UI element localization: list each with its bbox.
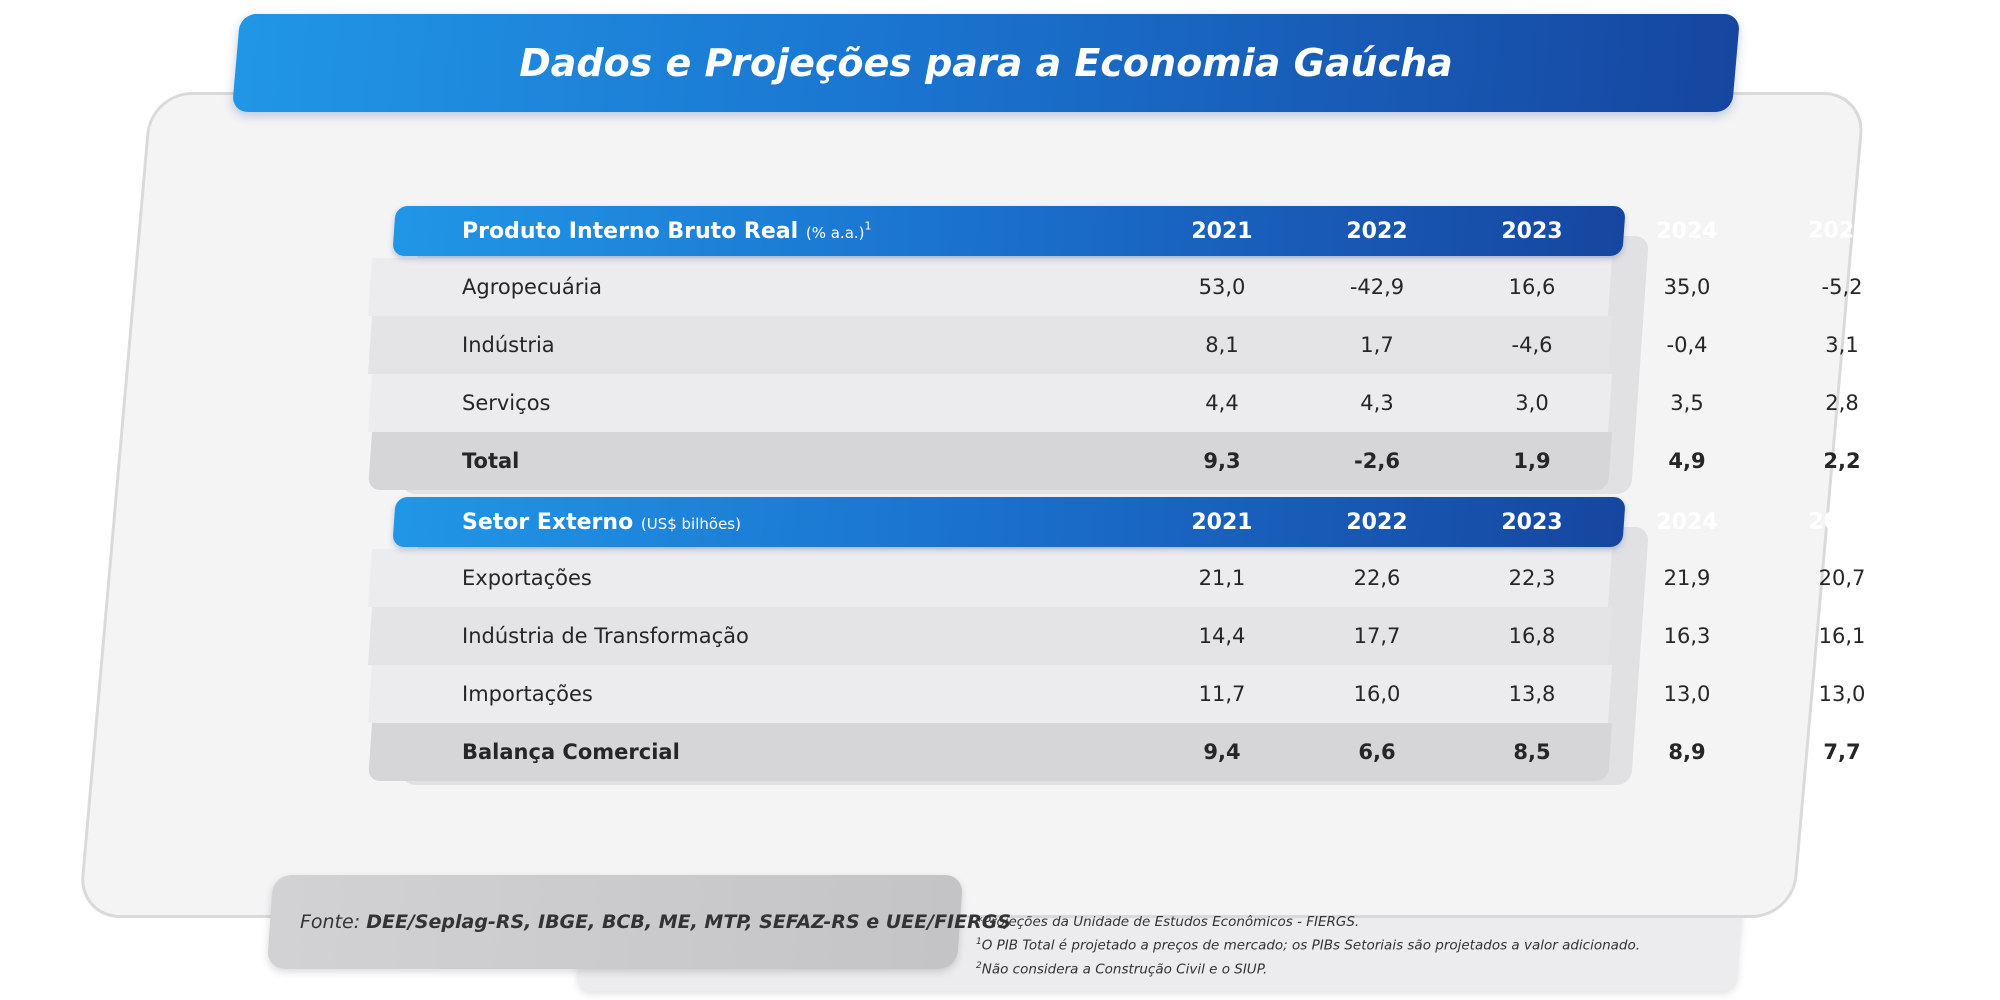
year-header: 2025* <box>1808 509 1876 535</box>
external-table-header: Setor Externo (US$ bilhões) 2021 2022 20… <box>370 497 1876 547</box>
cell-value: 8,1 <box>1205 333 1239 357</box>
cell-value: 22,3 <box>1508 566 1556 590</box>
year-header: 2022 <box>1346 218 1408 244</box>
cell-value: 16,6 <box>1508 275 1556 299</box>
cell-value: 4,3 <box>1360 391 1394 415</box>
source-prefix: Fonte: <box>300 911 361 933</box>
cell-value: 8,5 <box>1513 740 1551 764</box>
pib-table: Produto Interno Bruto Real (% a.a.)1 202… <box>367 206 1876 496</box>
year-header: 2023 <box>1501 218 1563 244</box>
cell-value: 8,9 <box>1668 740 1706 764</box>
year-header: 2023 <box>1501 509 1563 535</box>
cell-value: 3,1 <box>1825 333 1859 357</box>
cell-value: 1,7 <box>1360 333 1394 357</box>
row-label: Indústria <box>462 333 555 357</box>
cell-value: 11,7 <box>1198 682 1246 706</box>
year-header: 2021 <box>1191 509 1253 535</box>
cell-value: 2,8 <box>1825 391 1859 415</box>
cell-value: 13,0 <box>1663 682 1711 706</box>
year-header: 2024 <box>1656 509 1718 535</box>
cell-value: -2,6 <box>1354 449 1400 473</box>
footnote-projection: *Projeções da Unidade de Estudos Econômi… <box>976 914 1360 930</box>
year-header: 2022 <box>1346 509 1408 535</box>
table-row: Serviços 4,4 4,3 3,0 3,5 2,8 <box>370 374 1859 432</box>
row-label: Importações <box>462 682 593 706</box>
cell-value: 35,0 <box>1663 275 1711 299</box>
cell-value: -42,9 <box>1349 275 1405 299</box>
row-label: Agropecuária <box>462 275 603 299</box>
cell-value: 4,9 <box>1668 449 1706 473</box>
cell-value: 17,7 <box>1353 624 1401 648</box>
cell-value: 1,9 <box>1513 449 1551 473</box>
cell-value: 22,6 <box>1353 566 1401 590</box>
cell-value: -0,4 <box>1666 333 1708 357</box>
cell-value: 7,7 <box>1823 740 1861 764</box>
cell-value: 16,8 <box>1508 624 1556 648</box>
page-title: Dados e Projeções para a Economia Gaúcha <box>519 41 1453 85</box>
cell-value: 13,8 <box>1508 682 1556 706</box>
row-label: Indústria de Transformação <box>462 624 749 648</box>
cell-value: 53,0 <box>1198 275 1246 299</box>
table-row: Indústria 8,1 1,7 -4,6 -0,4 3,1 <box>370 316 1859 374</box>
source-text: Fonte: DEE/Seplag-RS, IBGE, BCB, ME, MTP… <box>300 875 1011 969</box>
pib-table-header: Produto Interno Bruto Real (% a.a.)1 202… <box>370 206 1876 256</box>
year-header: 2024 <box>1656 218 1718 244</box>
cell-value: 14,4 <box>1198 624 1246 648</box>
cell-value: 3,0 <box>1515 391 1549 415</box>
cell-value: 20,7 <box>1818 566 1866 590</box>
row-label: Serviços <box>462 391 551 415</box>
footnote-1: 1O PIB Total é projetado a preços de mer… <box>976 937 1641 954</box>
cell-value: 6,6 <box>1358 740 1396 764</box>
cell-value: 13,0 <box>1818 682 1866 706</box>
footnotes: *Projeções da Unidade de Estudos Econômi… <box>976 912 1640 979</box>
cell-value: 16,1 <box>1818 624 1866 648</box>
cell-value: 16,0 <box>1353 682 1401 706</box>
table-row: Importações 11,7 16,0 13,8 13,0 13,0 <box>370 665 1865 723</box>
row-label: Balança Comercial <box>462 740 680 764</box>
cell-value: 3,5 <box>1670 391 1704 415</box>
cell-value: 4,4 <box>1205 391 1239 415</box>
external-table-title: Setor Externo (US$ bilhões) <box>462 509 741 535</box>
table-row: Exportações 21,1 22,6 22,3 21,9 20,7 <box>370 549 1865 607</box>
year-header: 2025* <box>1808 218 1876 244</box>
table-row: Indústria de Transformação 14,4 17,7 16,… <box>370 607 1865 665</box>
footnote-2: 2Não considera a Construção Civil e o SI… <box>976 960 1268 978</box>
cell-value: 2,2 <box>1823 449 1861 473</box>
row-label: Total <box>462 449 520 473</box>
cell-value: -4,6 <box>1511 333 1553 357</box>
cell-value: 9,4 <box>1203 740 1241 764</box>
cell-value: -5,2 <box>1821 275 1863 299</box>
total-row: Balança Comercial 9,4 6,6 8,5 8,9 7,7 <box>370 723 1861 781</box>
cell-value: 16,3 <box>1663 624 1711 648</box>
year-header: 2021 <box>1191 218 1253 244</box>
table-row: Agropecuária 53,0 -42,9 16,6 35,0 -5,2 <box>370 258 1862 316</box>
row-label: Exportações <box>462 566 592 590</box>
cell-value: 9,3 <box>1203 449 1241 473</box>
cell-value: 21,1 <box>1198 566 1246 590</box>
external-sector-table: Setor Externo (US$ bilhões) 2021 2022 20… <box>367 497 1876 787</box>
total-row: Total 9,3 -2,6 1,9 4,9 2,2 <box>370 432 1861 490</box>
source-list: DEE/Seplag-RS, IBGE, BCB, ME, MTP, SEFAZ… <box>366 911 1012 933</box>
cell-value: 21,9 <box>1663 566 1711 590</box>
pib-table-title: Produto Interno Bruto Real (% a.a.)1 <box>462 218 872 244</box>
